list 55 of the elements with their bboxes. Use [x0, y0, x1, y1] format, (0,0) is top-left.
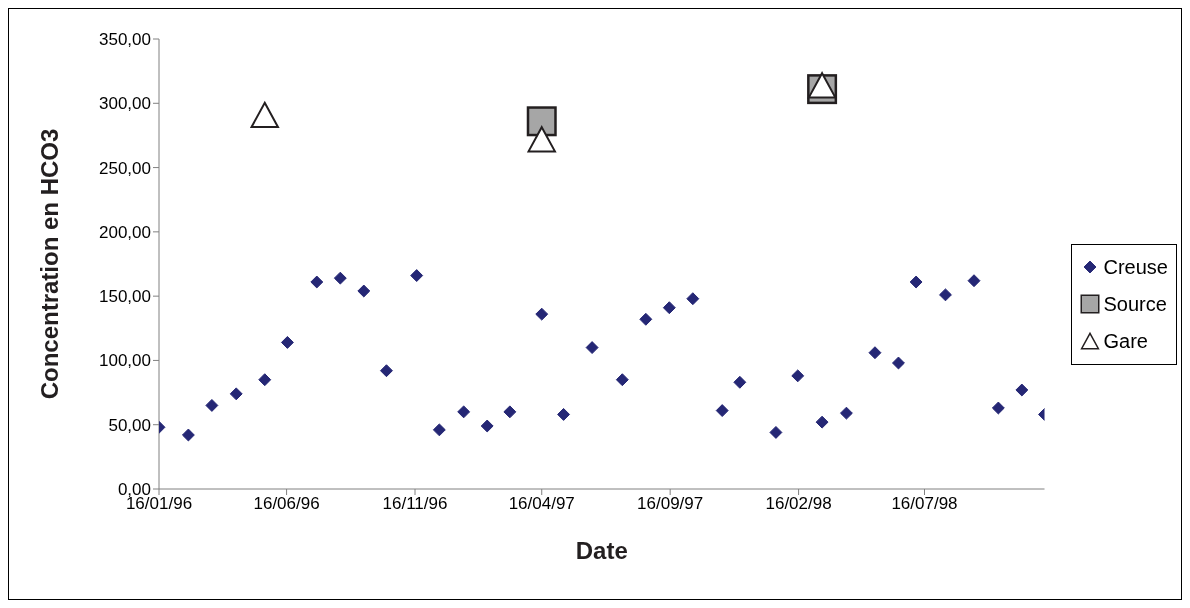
point: [839, 406, 853, 420]
x-tick-label: 16/07/98: [891, 494, 958, 514]
x-tick-label: 16/09/97: [637, 494, 704, 514]
x-tick-label: 16/02/98: [765, 494, 832, 514]
point: [535, 307, 549, 321]
point: [662, 301, 676, 315]
point: [615, 373, 629, 387]
point: [939, 288, 952, 302]
point: [892, 356, 905, 370]
point: [280, 335, 294, 349]
y-tick-label: 350,00: [99, 30, 151, 50]
point: [733, 375, 747, 389]
point: [310, 275, 324, 289]
point: [526, 106, 557, 137]
point: [557, 407, 571, 421]
point: [457, 405, 471, 419]
y-axis-title: Concentration en HCO3: [35, 128, 63, 400]
point: [432, 423, 446, 437]
point: [585, 341, 599, 355]
point: [715, 404, 729, 418]
point: [229, 387, 243, 401]
x-tick-label: 16/04/97: [508, 494, 575, 514]
point: [357, 284, 371, 298]
legend-label: Gare: [1103, 329, 1148, 353]
point: [967, 274, 981, 288]
point: [868, 346, 882, 360]
legend-label: Creuse: [1103, 255, 1168, 279]
point: [807, 72, 837, 99]
point: [205, 398, 219, 412]
point: [410, 269, 424, 283]
point: [258, 373, 272, 387]
point: [527, 126, 556, 153]
point: [639, 312, 653, 326]
point: [769, 425, 783, 439]
x-axis-title: Date: [575, 537, 628, 564]
point: [791, 369, 805, 383]
y-tick-label: 300,00: [99, 94, 151, 114]
legend-label: Source: [1103, 292, 1167, 316]
point: [181, 428, 195, 442]
y-tick-label: 100,00: [99, 351, 151, 371]
point: [380, 364, 393, 378]
point: [1015, 383, 1029, 397]
y-tick-label: 50,00: [108, 415, 151, 435]
y-tick-label: 150,00: [99, 287, 151, 307]
point: [503, 405, 517, 419]
point: [815, 415, 829, 429]
point: [480, 419, 494, 433]
y-tick-label: 250,00: [99, 158, 151, 178]
point: [909, 275, 923, 289]
point: [686, 292, 700, 306]
point: [991, 401, 1005, 415]
x-tick-label: 16/11/96: [382, 494, 448, 514]
y-tick-label: 200,00: [99, 222, 151, 242]
x-tick-label: 16/06/96: [253, 494, 320, 514]
point: [333, 271, 347, 285]
